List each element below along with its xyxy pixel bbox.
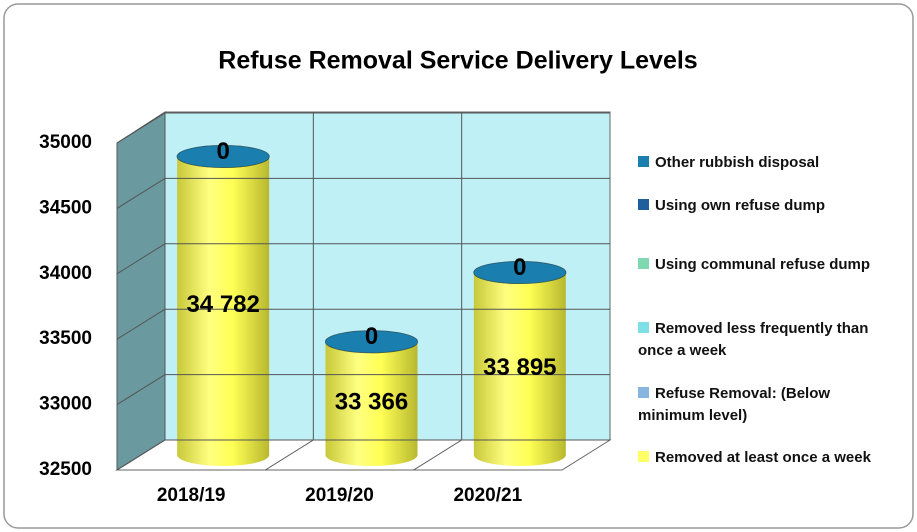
bar <box>325 341 418 455</box>
grid-line <box>116 177 166 209</box>
legend-swatch <box>638 156 649 167</box>
chart-title: Refuse Removal Service Delivery Levels <box>218 47 697 75</box>
grid-line <box>116 112 166 144</box>
legend-item: Removed at least once a week <box>638 447 888 469</box>
grid-line <box>116 308 166 340</box>
floor-line <box>265 439 314 471</box>
data-label: 0 <box>365 323 378 350</box>
legend-item: Refuse Removal: (Below minimum level) <box>638 383 888 427</box>
legend-label: Refuse Removal: (Below minimum level) <box>638 385 831 424</box>
legend-label: Removed at least once a week <box>655 449 871 466</box>
floor-line <box>413 439 462 471</box>
legend-item: Using own refuse dump <box>638 195 888 217</box>
data-label: 33 895 <box>483 354 556 381</box>
data-label: 34 782 <box>186 291 259 318</box>
legend-swatch <box>638 387 649 398</box>
grid-line <box>116 374 166 406</box>
bar-top <box>176 145 270 169</box>
bar-top <box>473 261 567 285</box>
data-label: 33 366 <box>335 389 408 416</box>
legend-item: Removed less frequently than once a week <box>638 318 888 362</box>
legend-item: Other rubbish disposal <box>638 152 888 174</box>
legend-swatch <box>638 258 649 269</box>
data-label: 0 <box>513 254 526 281</box>
legend-label: Other rubbish disposal <box>655 154 820 171</box>
legend-label: Using own refuse dump <box>655 197 826 214</box>
legend-label: Using communal refuse dump <box>655 256 871 273</box>
legend-item: Using communal refuse dump <box>638 254 888 276</box>
y-tick-label: 33000 <box>39 394 92 415</box>
bar <box>177 156 270 455</box>
bar <box>473 272 566 455</box>
legend-label: Removed less frequently than once a week <box>638 320 869 359</box>
y-tick-label: 34500 <box>39 197 92 218</box>
bar-top <box>325 330 418 354</box>
side-wall <box>116 111 166 471</box>
y-tick-label: 32500 <box>39 459 92 480</box>
y-tick-label: 34000 <box>39 263 92 284</box>
grid-line <box>116 243 166 275</box>
data-label: 0 <box>216 138 229 165</box>
x-tick-label: 2019/20 <box>305 485 374 506</box>
legend-swatch <box>638 451 649 462</box>
legend-swatch <box>638 199 649 210</box>
grid-line <box>116 439 166 471</box>
legend-swatch <box>638 322 649 333</box>
x-tick-label: 2018/19 <box>157 485 226 506</box>
y-tick-label: 33500 <box>39 328 92 349</box>
y-tick-label: 35000 <box>39 132 92 153</box>
x-tick-label: 2020/21 <box>453 485 522 506</box>
